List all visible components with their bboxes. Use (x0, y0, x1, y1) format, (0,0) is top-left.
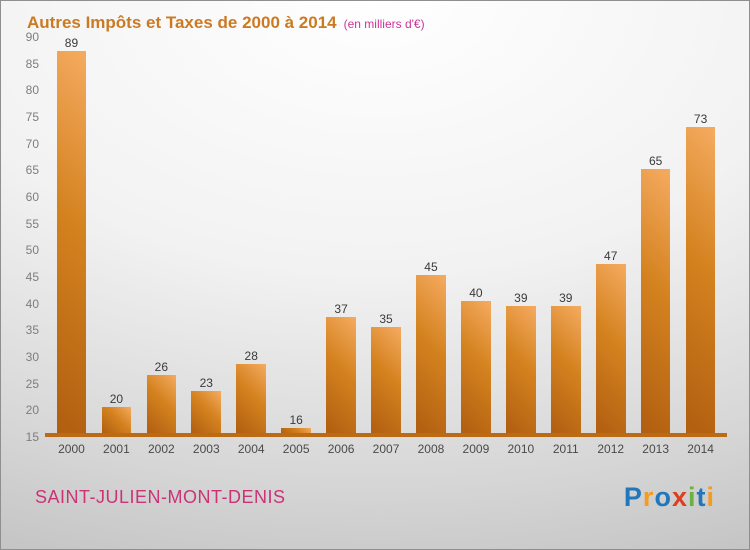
bar (101, 406, 132, 433)
bar-slot: 47 (588, 37, 633, 433)
bar-slot: 23 (184, 37, 229, 433)
y-tick-label: 90 (25, 30, 39, 44)
bar (281, 427, 311, 433)
bar-chart: 15 20 25 30 35 40 45 50 55 60 65 70 75 80 85 90 89 20 26 2… (11, 30, 727, 456)
x-tick-label: 2011 (552, 442, 579, 456)
bar (371, 327, 401, 433)
chart-header: Autres Impôts et Taxes de 2000 à 2014 (e… (1, 1, 749, 33)
logo-letter: r (642, 482, 655, 512)
bar (506, 306, 536, 433)
y-tick-label: 40 (25, 296, 39, 311)
bar (326, 316, 356, 433)
proxiti-logo: Proxiti (624, 482, 715, 513)
bar-value-label: 16 (289, 412, 303, 427)
x-tick-label: 2007 (372, 442, 400, 456)
x-tick-label: 2006 (327, 442, 355, 456)
y-tick-label: 55 (25, 216, 39, 231)
logo-letter: P (623, 482, 643, 512)
bar-value-label: 40 (469, 286, 483, 301)
bar-value-label: 37 (334, 301, 348, 316)
y-tick-label: 25 (25, 376, 39, 391)
y-tick-label: 60 (25, 190, 39, 204)
y-tick-label: 85 (25, 56, 39, 71)
bar-value-label: 39 (514, 291, 528, 306)
bar (236, 364, 267, 433)
x-tick-label: 2008 (417, 442, 445, 456)
x-tick-label: 2001 (103, 442, 130, 456)
logo-letter: o (654, 482, 672, 512)
y-tick-label: 20 (25, 403, 39, 418)
y-tick-label: 65 (25, 163, 39, 178)
bar (191, 390, 222, 433)
bar-value-label: 23 (199, 375, 213, 390)
bar-slot: 35 (364, 37, 409, 433)
bar-slot: 37 (319, 37, 364, 433)
bar-slot: 28 (229, 37, 274, 433)
y-tick-label: 30 (25, 350, 39, 364)
logo-letter: x (671, 482, 688, 512)
bar-slot: 45 (409, 37, 454, 433)
bar-slot: 26 (139, 37, 184, 433)
x-tick-label: 2014 (687, 442, 714, 456)
bar (685, 126, 716, 433)
logo-letter: i (706, 482, 715, 512)
y-tick-label: 75 (25, 110, 39, 124)
bar-value-label: 65 (648, 154, 663, 169)
x-tick-label: 2004 (237, 442, 265, 456)
x-tick-label: 2012 (597, 442, 625, 456)
x-tick-label: 2002 (147, 442, 175, 456)
bar-slot: 40 (453, 37, 498, 433)
chart-title: Autres Impôts et Taxes de 2000 à 2014 (27, 13, 337, 32)
y-tick-label: 15 (25, 430, 39, 444)
y-axis: 15 20 25 30 35 40 45 50 55 60 65 70 75 80 85 90 (11, 30, 45, 444)
bar-value-label: 89 (64, 36, 79, 50)
bar-value-label: 26 (154, 359, 169, 374)
plot-row: 15 20 25 30 35 40 45 50 55 60 65 70 75 80 85 90 89 20 26 2… (11, 30, 727, 444)
bar-value-label: 35 (379, 312, 393, 327)
bar-value-label: 45 (424, 259, 438, 274)
bar (640, 169, 671, 433)
x-tick-label: 2009 (462, 442, 490, 456)
bar-slot: 65 (633, 37, 678, 433)
bar-value-label: 39 (559, 291, 573, 306)
bar-slot: 39 (498, 37, 543, 433)
chart-subtitle: (en milliers d'€) (343, 17, 425, 31)
bar (595, 264, 626, 433)
bar-value-label: 73 (693, 111, 708, 126)
y-tick-label: 70 (25, 136, 39, 151)
footer: SAINT-JULIEN-MONT-DENIS Proxiti (1, 456, 749, 513)
y-tick-label: 80 (25, 83, 39, 98)
plot-area: 89 20 26 23 28 16 37 35 45 40 39 39 47 65 73 (45, 37, 727, 437)
x-axis: 2000 2001 2002 2003 2004 2005 2006 2007 2008 2009… (45, 437, 727, 456)
bar-slot: 20 (94, 37, 139, 433)
bar (56, 51, 87, 433)
x-tick-label: 2003 (192, 442, 220, 456)
x-tick-label: 2010 (507, 442, 535, 456)
y-tick-label: 50 (25, 243, 39, 258)
bar (416, 274, 446, 433)
bar-slot: 89 (49, 37, 94, 433)
bar-slot: 16 (274, 37, 319, 433)
y-tick-label: 35 (25, 323, 39, 338)
x-tick-label: 2013 (642, 442, 669, 456)
bar (146, 374, 177, 433)
bar (461, 301, 491, 433)
bar-slot: 39 (543, 37, 588, 433)
logo-letter: t (696, 482, 707, 512)
bar-value-label: 47 (604, 249, 618, 264)
bar-value-label: 28 (244, 349, 258, 364)
logo-letter: i (687, 482, 697, 512)
commune-name: SAINT-JULIEN-MONT-DENIS (35, 487, 286, 507)
y-tick-label: 45 (25, 270, 39, 284)
bar (550, 306, 581, 433)
x-tick-label: 2005 (282, 442, 310, 456)
bar-value-label: 20 (109, 391, 124, 406)
bar-slot: 73 (678, 37, 723, 433)
x-tick-label: 2000 (58, 442, 85, 456)
